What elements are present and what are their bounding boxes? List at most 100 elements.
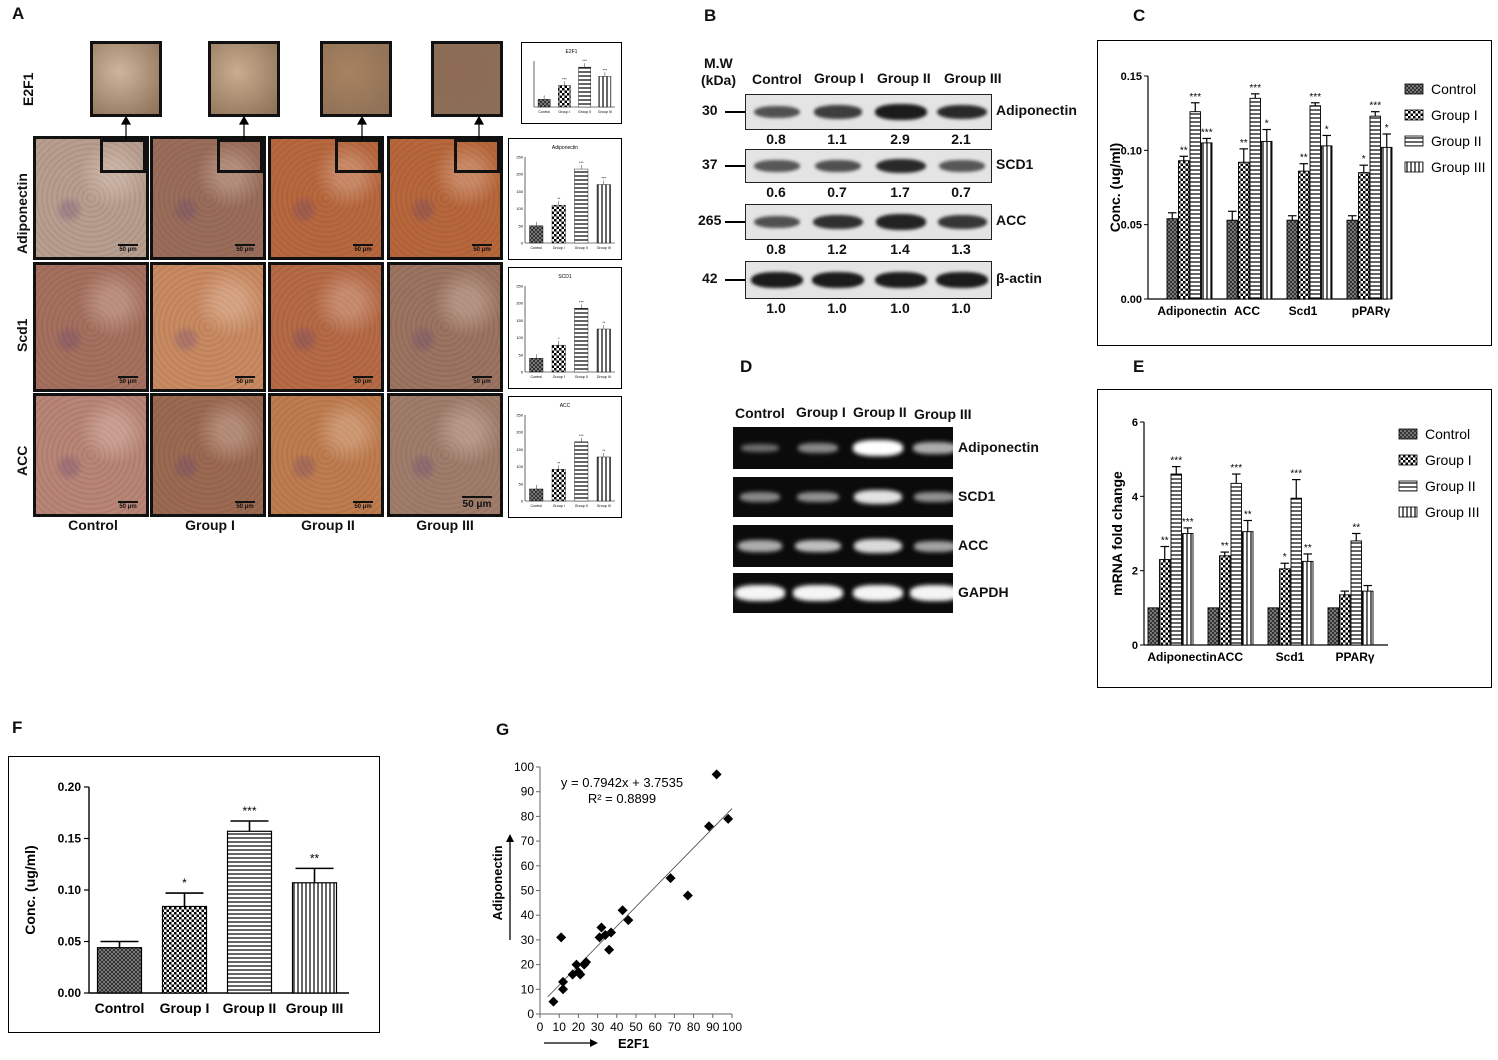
lane-label-control: Control [752, 71, 802, 87]
y-tick-label: 0.00 [58, 986, 82, 1000]
bar [226, 830, 273, 994]
regression-equation: y = 0.7942x + 3.7535 [561, 775, 683, 790]
mini-bar [529, 225, 544, 244]
lane-label-group-i: Group I [814, 70, 864, 86]
scale-bar-line [118, 501, 138, 503]
significance-marker: *** [1369, 101, 1381, 112]
category-label: Scd1 [1276, 650, 1305, 664]
significance-marker: * [182, 876, 187, 890]
y-tick-label: 0.20 [58, 780, 82, 794]
blot-strip-actin [745, 261, 992, 299]
gel-strip-adiponectin [733, 427, 953, 469]
scale-bar-line [353, 501, 373, 503]
gel-band [739, 492, 781, 502]
gel-band [910, 585, 953, 601]
scale-bar-label: 50 μm [236, 379, 254, 385]
bar [1290, 497, 1302, 646]
mini-significance: ** [602, 320, 606, 325]
gel-band [797, 443, 839, 453]
bar [291, 882, 338, 994]
significance-marker: *** [242, 804, 256, 818]
mini-significance: ** [602, 448, 606, 453]
mini-bar [596, 184, 611, 244]
mini-category-label: Group I [553, 504, 565, 508]
mw-marker-line [725, 279, 745, 281]
legend-label: Group III [1425, 504, 1479, 520]
data-point [623, 915, 634, 926]
mini-tick-label: 0 [521, 241, 524, 246]
bar [1286, 219, 1298, 300]
legend-label: Control [1431, 81, 1476, 97]
x-tick-label: 0 [537, 1020, 544, 1034]
col-label-group-i: Group I [185, 517, 235, 533]
y-tick-label: 80 [521, 809, 535, 823]
bar [161, 905, 208, 994]
data-point [665, 873, 676, 884]
mini-significance: *** [562, 77, 567, 82]
x-tick-label: 90 [706, 1020, 720, 1034]
data-point [682, 890, 693, 901]
category-label: Adiponectin [1157, 304, 1226, 318]
scale-bar: 50 μm [118, 501, 138, 510]
bar [1321, 145, 1333, 300]
y-tick-label: 20 [521, 958, 535, 972]
data-point [558, 976, 569, 987]
scale-bar: 50 μm [118, 376, 138, 385]
scale-bar: 50 μm [118, 244, 138, 253]
mini-tick-label: 100 [516, 335, 523, 340]
bar [1182, 533, 1194, 646]
bar [1369, 115, 1381, 300]
bar [1298, 170, 1310, 300]
legend-label: Group III [1431, 159, 1485, 175]
data-point [703, 821, 714, 832]
lane-label-group-ii: Group II [877, 70, 931, 86]
bar [1226, 219, 1238, 300]
legend-label: Group I [1425, 452, 1472, 468]
category-label: ACC [1217, 650, 1243, 664]
mini-significance: * [558, 336, 560, 341]
significance-marker: *** [1230, 463, 1242, 474]
densitometry-value: 1.4 [890, 241, 910, 257]
ihc-tile-acc-control: 50 μm [33, 393, 149, 517]
mini-category-label: Group II [575, 504, 588, 508]
scale-bar-label: 50 μm [236, 247, 254, 253]
bar [1362, 590, 1374, 646]
mini-bar [574, 168, 589, 244]
x-tick-label: 10 [553, 1020, 567, 1034]
lane-label-group-iii: Group III [944, 70, 1002, 86]
legend-swatch [1398, 506, 1418, 518]
mini-significance: *** [603, 67, 608, 72]
gel-gene-label: ACC [958, 537, 989, 553]
legend-label: Group II [1431, 133, 1482, 149]
legend-swatch [1404, 161, 1424, 173]
bar [1381, 146, 1393, 300]
bar [1267, 607, 1279, 646]
mini-chart-e2f1: E2F1 Control *** Group I *** Group II *** Group… [521, 42, 622, 124]
ihc-tile-adiponectin-control: 50 μm [33, 136, 149, 260]
mini-bar [598, 76, 612, 108]
y-tick-label: 0.05 [1121, 220, 1142, 232]
bar [1219, 555, 1231, 646]
bar [96, 947, 143, 994]
densitometry-value: 1.0 [766, 300, 786, 316]
bar [1207, 607, 1219, 646]
bar [1249, 97, 1261, 300]
bar [1309, 105, 1321, 300]
gel-gene-label: SCD1 [958, 488, 996, 504]
bar [1238, 161, 1250, 300]
mini-category-label: Control [530, 504, 542, 508]
scale-bar-label: 50 μm [354, 504, 372, 510]
bar [1339, 594, 1351, 646]
mini-tick-label: 0 [521, 370, 524, 375]
y-tick-label: 70 [521, 834, 535, 848]
significance-marker: * [1283, 552, 1287, 563]
y-tick-label: 0.00 [1121, 294, 1142, 306]
scale-bar-label: 50 μm [473, 379, 491, 385]
data-point [575, 969, 586, 980]
panel-e-box: 0 2 4 6 mRNA fold change ** *** *** Adiponectin *… [1097, 389, 1492, 688]
ihc-tile-scd1-group-i: 50 μm [150, 262, 266, 392]
densitometry-value: 1.1 [827, 131, 847, 147]
category-label: Scd1 [1289, 304, 1318, 318]
